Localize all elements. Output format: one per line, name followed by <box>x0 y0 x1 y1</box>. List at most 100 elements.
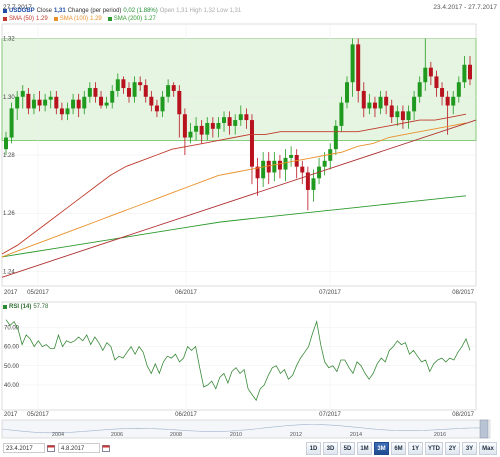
range-button-2y[interactable]: 2Y <box>445 442 460 455</box>
candle-up <box>216 122 221 129</box>
current-date: 27.7.2017 <box>3 3 32 11</box>
main-y-tick-label: 1.26 <box>3 211 15 217</box>
sma50-legend: SMA (50) 1.29 <box>3 16 48 22</box>
candle-up <box>65 108 70 115</box>
navigator-strip[interactable] <box>1 419 491 439</box>
candle-down <box>143 85 148 97</box>
candle-up <box>339 102 344 126</box>
navigator-line <box>1 424 484 434</box>
rsi-x-tick-label: 06/2017 <box>175 412 197 418</box>
rsi-x-tick-label: 08/2017 <box>452 412 474 418</box>
candle-up <box>456 82 461 97</box>
range-button-1m[interactable]: 1M <box>357 442 372 455</box>
rsi-x-tick-label: 07/2017 <box>319 412 341 418</box>
from-calendar-icon[interactable] <box>47 444 55 452</box>
candle-down <box>121 79 126 89</box>
candle-up <box>20 90 25 97</box>
candle-up <box>15 96 20 109</box>
candle-up <box>4 137 8 150</box>
candle-up <box>82 96 87 109</box>
rsi-chart-frame <box>1 301 477 411</box>
candle-up <box>406 111 411 121</box>
navigator-year-label: 2006 <box>111 432 123 438</box>
main-x-tick-label: 05/2017 <box>27 290 49 296</box>
navigator-year-label: 2008 <box>170 432 182 438</box>
ohlc-values: Open 1,31 High 1,32 Low 1,31 <box>159 8 242 14</box>
navigator-year-label: 2014 <box>350 432 362 438</box>
candle-up <box>110 90 115 103</box>
range-button-max[interactable]: Max <box>479 442 497 455</box>
rsi-y-tick-label: 70.00 <box>4 325 20 331</box>
candle-down <box>93 88 98 97</box>
range-button-ytd[interactable]: YTD <box>425 442 443 455</box>
price-swatch <box>3 9 7 13</box>
candle-down <box>428 67 433 77</box>
candle-down <box>356 44 361 91</box>
candle-up <box>9 108 14 138</box>
candle-up <box>87 88 92 97</box>
rsi-label: RSI (14) <box>9 304 32 310</box>
candle-down <box>372 102 377 109</box>
candle-up <box>194 125 199 132</box>
range-button-1d[interactable]: 1D <box>306 442 321 455</box>
candle-down <box>384 96 389 106</box>
rsi-legend: RSI (14) 57.78 <box>3 304 48 310</box>
navigator-year-label: 2004 <box>52 432 64 438</box>
sma200-value: 1.27 <box>144 16 156 22</box>
candle-up <box>222 117 227 123</box>
rsi-y-tick-label: 50.00 <box>4 364 20 370</box>
candle-up <box>48 96 53 100</box>
sma100-line <box>1 122 467 258</box>
main-x-tick-label: 2017 <box>4 290 18 296</box>
candle-up <box>378 96 383 109</box>
range-button-5d[interactable]: 5D <box>340 442 355 455</box>
range-button-1y[interactable]: 1Y <box>408 442 423 455</box>
candle-down <box>138 82 143 86</box>
sma200-swatch <box>107 17 112 21</box>
candle-up <box>31 99 36 109</box>
to-calendar-icon[interactable] <box>102 444 110 452</box>
sma100-legend: SMA (100) 1.29 <box>53 16 102 22</box>
price-legend: USDGBP Close 1,31 Change (per period) 0,… <box>3 8 241 14</box>
candle-down <box>76 99 81 109</box>
candle-down <box>154 105 159 112</box>
candle-up <box>261 160 266 179</box>
candle-up <box>345 82 350 103</box>
rsi-x-tick-label: 05/2017 <box>27 412 49 418</box>
main-y-tick-label: 1.24 <box>3 269 15 275</box>
candle-down <box>255 166 260 179</box>
rsi-value: 57.78 <box>33 304 49 310</box>
sma-legend: SMA (50) 1.29 SMA (100) 1.29 SMA (200) 1.27 <box>3 16 156 22</box>
candle-up <box>328 149 333 161</box>
from-date-input[interactable]: 23.4.2017 <box>3 443 45 453</box>
rsi-y-tick-label: 60.00 <box>4 345 20 351</box>
sma100-label: SMA (100) <box>59 16 89 22</box>
candle-up <box>43 99 48 106</box>
symbol-name: USDGBP <box>9 8 35 14</box>
rsi-line <box>5 319 471 402</box>
candle-up <box>333 125 338 150</box>
candle-down <box>149 96 154 106</box>
candle-up <box>417 82 422 97</box>
candle-up <box>115 79 120 91</box>
candle-down <box>249 120 254 167</box>
range-button-3d[interactable]: 3D <box>323 442 338 455</box>
range-button-6m[interactable]: 6M <box>391 442 406 455</box>
candle-up <box>238 114 243 121</box>
rsi-swatch <box>3 305 7 309</box>
sma50-line <box>1 113 467 255</box>
candle-down <box>126 88 131 97</box>
change-value: 0,02 (1.88%) <box>123 8 158 14</box>
change-label: Change (per period) <box>67 8 122 14</box>
range-button-3m[interactable]: 3M <box>374 442 389 455</box>
main-y-tick-label: 1.28 <box>3 153 15 159</box>
rsi-legend-item: RSI (14) 57.78 <box>3 304 48 310</box>
range-button-3y[interactable]: 3Y <box>462 442 477 455</box>
to-date-input[interactable]: 4.8.2017 <box>58 443 100 453</box>
navigator-handle[interactable] <box>479 419 489 439</box>
close-label: Close <box>36 8 53 14</box>
candle-down <box>244 114 249 121</box>
sma50-label: SMA (50) <box>9 16 35 22</box>
candle-down <box>400 111 405 121</box>
